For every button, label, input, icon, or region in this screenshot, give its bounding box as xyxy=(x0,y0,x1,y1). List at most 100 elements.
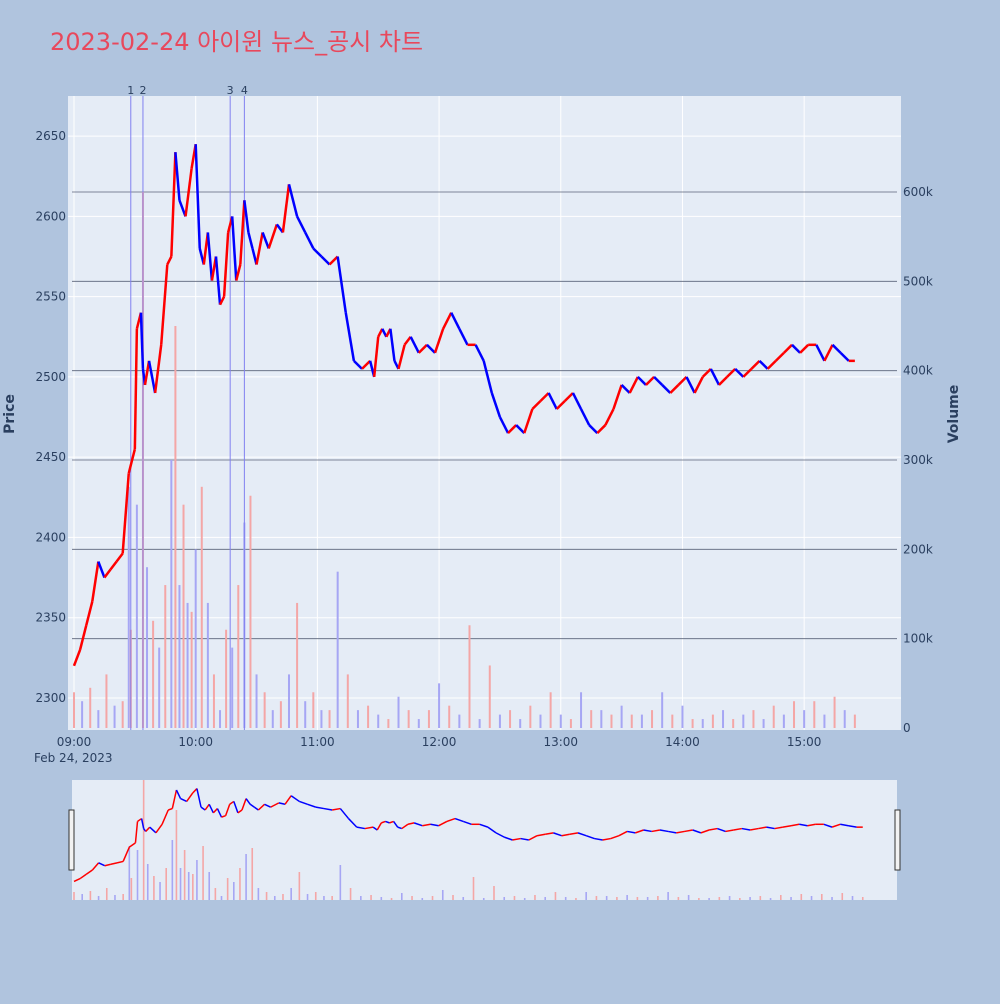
range-price-candle xyxy=(708,827,718,831)
volume-bar xyxy=(296,602,299,728)
price-candle xyxy=(239,200,246,265)
range-volume-bar xyxy=(400,893,403,900)
volume-bar xyxy=(823,714,826,728)
price-candle xyxy=(353,359,363,370)
range-price-candle xyxy=(323,807,333,811)
range-volume-bar xyxy=(790,897,792,900)
range-volume-bar xyxy=(73,892,75,900)
volume-bar xyxy=(549,692,552,728)
price-tick-label: 2350 xyxy=(35,611,66,625)
range-volume-bar xyxy=(159,882,161,900)
range-price-candle xyxy=(270,802,280,808)
volume-bar xyxy=(367,705,370,728)
news-marker-label: 4 xyxy=(241,84,248,97)
range-price-candle xyxy=(659,829,669,833)
range-price-candle xyxy=(221,815,226,818)
price-candle xyxy=(170,152,177,257)
price-candle xyxy=(750,359,761,370)
range-volume-bar xyxy=(349,888,352,900)
volume-bar xyxy=(539,714,542,728)
price-candle xyxy=(218,296,226,306)
news-marker-label: 3 xyxy=(227,84,234,97)
range-price-candle xyxy=(104,863,112,867)
range-volume-bar xyxy=(226,878,229,900)
price-candle xyxy=(143,360,151,386)
range-handle-right xyxy=(894,809,901,871)
range-volume-bar xyxy=(667,892,669,900)
range-volume-bar xyxy=(265,892,268,900)
price-candle xyxy=(281,184,291,233)
range-price-candle xyxy=(161,809,169,825)
range-price-candle xyxy=(332,807,341,811)
volume-tick-label: 0 xyxy=(903,721,911,735)
range-price-candle xyxy=(241,798,247,811)
range-volume-bar xyxy=(861,897,864,900)
volume-bar xyxy=(519,719,522,728)
range-volume-bar xyxy=(165,868,167,900)
range-price-candle xyxy=(192,788,198,794)
range-price-candle xyxy=(364,826,374,830)
range-volume-bar xyxy=(810,896,813,900)
volume-bar xyxy=(249,495,252,728)
volume-bar xyxy=(121,701,124,728)
chart-title: 2023-02-24 아이윈 뉴스_공시 차트 xyxy=(50,28,423,56)
range-price-candle xyxy=(79,873,87,880)
price-candle xyxy=(579,408,591,426)
range-volume-bar xyxy=(187,872,190,900)
volume-tick-label: 400k xyxy=(903,364,933,378)
volume-bar xyxy=(478,719,481,728)
volume-bar xyxy=(569,719,572,728)
range-price-candle xyxy=(594,837,603,841)
volume-bar xyxy=(190,611,193,728)
range-price-candle xyxy=(407,822,415,826)
range-price-candle xyxy=(749,827,759,831)
price-candle xyxy=(758,359,769,370)
range-price-candle xyxy=(553,832,562,837)
range-price-candle xyxy=(392,820,399,828)
range-price-candle xyxy=(253,806,259,811)
range-price-candle xyxy=(372,826,378,831)
range-price-candle xyxy=(454,817,464,823)
range-volume-bar xyxy=(769,898,772,900)
range-volume-bar xyxy=(323,896,325,900)
price-candle xyxy=(184,168,193,217)
price-candle xyxy=(304,231,315,250)
range-price-candle xyxy=(224,804,231,816)
range-volume-bar xyxy=(646,897,649,900)
price-candle xyxy=(174,152,181,201)
price-candle xyxy=(194,144,201,249)
range-volume-bar xyxy=(800,894,803,900)
range-price-candle xyxy=(733,827,743,831)
range-price-candle xyxy=(140,818,145,829)
range-volume-bar xyxy=(677,897,680,900)
range-price-candle xyxy=(618,830,628,837)
time-tick-label: 09:00 xyxy=(57,735,92,749)
range-price-candle xyxy=(299,800,308,805)
range-volume-bar xyxy=(233,882,235,900)
price-tick-label: 2500 xyxy=(35,370,66,384)
volume-bar xyxy=(559,714,562,728)
volume-bar xyxy=(651,710,654,728)
price-tick-label: 2550 xyxy=(35,290,66,304)
range-price-candle xyxy=(110,862,118,866)
range-volume-bar xyxy=(687,895,690,900)
range-price-candle xyxy=(149,826,157,834)
price-candle xyxy=(417,343,428,354)
volume-bar xyxy=(186,602,189,728)
news-marker-label: 2 xyxy=(139,84,146,97)
range-price-candle xyxy=(848,824,857,828)
range-volume-bar xyxy=(759,896,762,900)
price-candle xyxy=(403,336,412,346)
range-volume-bar xyxy=(360,896,362,900)
volume-bar xyxy=(732,719,735,728)
price-candle xyxy=(498,416,510,434)
volume-bar xyxy=(271,710,274,728)
volume-bar xyxy=(640,714,643,728)
range-volume-bar xyxy=(728,896,731,900)
price-candle xyxy=(214,256,222,305)
time-tick-label: 10:00 xyxy=(178,735,213,749)
volume-bar xyxy=(237,585,240,728)
volume-bar xyxy=(73,692,75,728)
price-candle xyxy=(450,312,461,330)
price-tick-label: 2450 xyxy=(35,450,66,464)
